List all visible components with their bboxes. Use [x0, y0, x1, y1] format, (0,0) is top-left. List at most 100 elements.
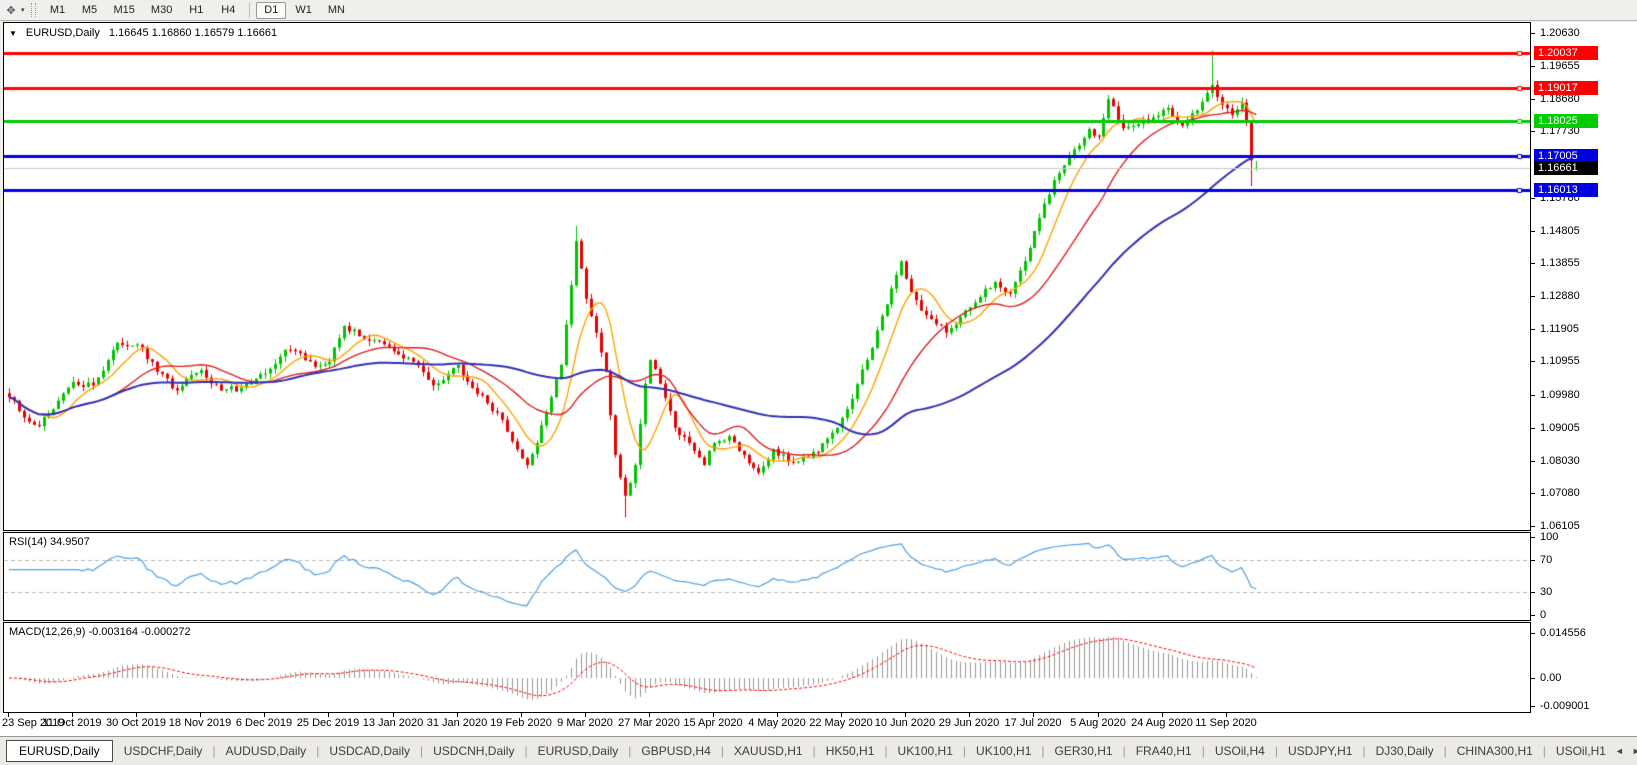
macd-tick-label: -0.009001 — [1540, 700, 1590, 712]
tab-eurusd-daily-active[interactable]: EURUSD,Daily — [6, 740, 113, 762]
level-price-badge: 1.17005 — [1534, 149, 1598, 163]
tab-separator: | — [1274, 744, 1278, 758]
tab-ger30-h1[interactable]: GER30,H1 — [1054, 744, 1113, 758]
timeframe-button-mn[interactable]: MN — [327, 3, 345, 16]
date-tick-mark — [8, 713, 9, 717]
rsi-tick-label: 70 — [1540, 554, 1553, 566]
tab-hk50-h1[interactable]: HK50,H1 — [825, 744, 875, 758]
tab-separator: | — [720, 744, 724, 758]
timeframe-button-m30[interactable]: M30 — [150, 3, 173, 16]
timeframe-button-m5[interactable]: M5 — [81, 3, 98, 16]
timeframe-button-h4[interactable]: H4 — [221, 3, 236, 16]
date-axis[interactable]: 23 Sep 2019 11 Oct 2019 30 Oct 2019 18 Nov … — [0, 713, 1637, 736]
date-tick-mark — [328, 713, 329, 717]
tab-separator: | — [1201, 744, 1205, 758]
tab-dj30-daily[interactable]: DJ30,Daily — [1375, 744, 1434, 758]
price-tick-mark — [1531, 263, 1535, 264]
date-tick-mark — [200, 713, 201, 717]
chart-cursor-icon[interactable]: ✥ — [6, 4, 16, 17]
date-tick-label: 11 Sep 2020 — [1195, 717, 1257, 729]
date-tick-label: 5 Aug 2020 — [1070, 717, 1126, 729]
date-tick-mark — [585, 713, 586, 717]
date-tick-label: 24 Aug 2020 — [1131, 717, 1193, 729]
macd-canvas[interactable] — [4, 623, 1530, 712]
tab-usoil-h1[interactable]: USOil,H1 — [1555, 744, 1606, 758]
price-tick-mark — [1531, 329, 1535, 330]
tab-eurusd-daily[interactable]: EURUSD,Daily — [537, 744, 619, 758]
macd-indicator-label: MACD(12,26,9) -0.003164 -0.000272 — [9, 626, 191, 638]
tab-separator: | — [1122, 744, 1126, 758]
price-tick-mark — [1531, 361, 1535, 362]
price-tick-label: 1.14805 — [1540, 225, 1580, 237]
date-tick-mark — [1033, 713, 1034, 717]
date-tick-label: 19 Feb 2020 — [490, 717, 552, 729]
tab-scroll-left-icon[interactable]: ◄ — [1614, 746, 1624, 756]
timeframe-button-w1[interactable]: W1 — [295, 3, 312, 16]
macd-tick-mark — [1531, 706, 1535, 707]
rsi-canvas[interactable] — [4, 533, 1530, 620]
date-tick-mark — [777, 713, 778, 717]
date-tick-label: 30 Oct 2019 — [106, 717, 166, 729]
date-tick-label: 22 May 2020 — [809, 717, 873, 729]
timeframe-button-h1[interactable]: H1 — [189, 3, 204, 16]
tab-fra40-h1[interactable]: FRA40,H1 — [1135, 744, 1192, 758]
price-axis[interactable]: 1.20630 1.19655 1.18680 1.17730 1.15780 1.148… — [1531, 22, 1637, 713]
price-tick-mark — [1531, 99, 1535, 100]
timeframe-button-d1[interactable]: D1 — [256, 1, 287, 19]
date-tick-label: 17 Jul 2020 — [1004, 717, 1062, 729]
date-tick-mark — [393, 713, 394, 717]
tab-separator: | — [1362, 744, 1366, 758]
price-tick-label: 1.19655 — [1540, 60, 1580, 72]
tab-usdchf-daily[interactable]: USDCHF,Daily — [123, 744, 203, 758]
tab-audusd-daily[interactable]: AUDUSD,Daily — [225, 744, 307, 758]
date-tick-mark — [905, 713, 906, 717]
price-tick-mark — [1531, 198, 1535, 199]
rsi-tick-mark — [1531, 537, 1535, 538]
tab-usdcad-daily[interactable]: USDCAD,Daily — [329, 744, 410, 758]
macd-panel — [3, 622, 1531, 713]
chevron-down-icon[interactable]: ▾ — [21, 7, 25, 14]
tab-usdjpy-h1[interactable]: USDJPY,H1 — [1287, 744, 1353, 758]
date-tick-mark — [72, 713, 73, 717]
timeframe-button-m1[interactable]: M1 — [49, 3, 66, 16]
price-chart-panel — [3, 22, 1531, 531]
price-tick-label: 1.20630 — [1540, 27, 1580, 39]
chart-menu-icon[interactable]: ▼ — [9, 28, 17, 38]
price-chart-canvas[interactable] — [4, 23, 1530, 530]
price-tick-label: 1.17730 — [1540, 125, 1580, 137]
date-tick-mark — [969, 713, 970, 717]
price-tick-mark — [1531, 33, 1535, 34]
tab-usdcnh-daily[interactable]: USDCNH,Daily — [433, 744, 515, 758]
timeframe-button-m15[interactable]: M15 — [113, 3, 135, 16]
date-tick-label: 18 Nov 2019 — [168, 717, 232, 729]
tab-separator: | — [1542, 744, 1546, 758]
tab-uk100-h1[interactable]: UK100,H1 — [897, 744, 953, 758]
tab-china300-h1[interactable]: CHINA300,H1 — [1456, 744, 1533, 758]
tab-xauusd-h1[interactable]: XAUUSD,H1 — [733, 744, 803, 758]
tab-separator: | — [962, 744, 967, 758]
price-tick-label: 1.09005 — [1540, 422, 1580, 434]
level-price-badge: 1.16013 — [1534, 183, 1598, 197]
chart-tab-bar: EURUSD,Daily USDCHF,Daily | AUDUSD,Daily | U… — [0, 736, 1637, 765]
date-tick-label: 10 Jun 2020 — [874, 717, 936, 729]
tab-separator: | — [1041, 744, 1045, 758]
date-tick-label: 15 Apr 2020 — [683, 717, 743, 729]
toolbar-grip[interactable] — [30, 3, 36, 17]
price-tick-label: 1.07080 — [1540, 487, 1580, 499]
macd-tick-label: 0.00 — [1540, 672, 1562, 684]
price-tick-mark — [1531, 493, 1535, 494]
date-tick-mark — [457, 713, 458, 717]
tab-gbpusd-h4[interactable]: GBPUSD,H4 — [641, 744, 711, 758]
date-tick-label: 9 Mar 2020 — [557, 717, 613, 729]
tab-uk100-h1[interactable]: UK100,H1 — [976, 744, 1032, 758]
level-price-badge: 1.18025 — [1534, 114, 1598, 128]
price-tick-label: 1.09980 — [1540, 389, 1580, 401]
price-tick-mark — [1531, 428, 1535, 429]
tab-scroll-right-icon[interactable]: ► — [1631, 746, 1637, 756]
price-tick-mark — [1531, 395, 1535, 396]
rsi-tick-label: 100 — [1540, 531, 1559, 543]
tab-usoil-h4[interactable]: USOil,H4 — [1214, 744, 1265, 758]
price-tick-label: 1.08030 — [1540, 455, 1580, 467]
date-tick-label: 31 Jan 2020 — [426, 717, 488, 729]
